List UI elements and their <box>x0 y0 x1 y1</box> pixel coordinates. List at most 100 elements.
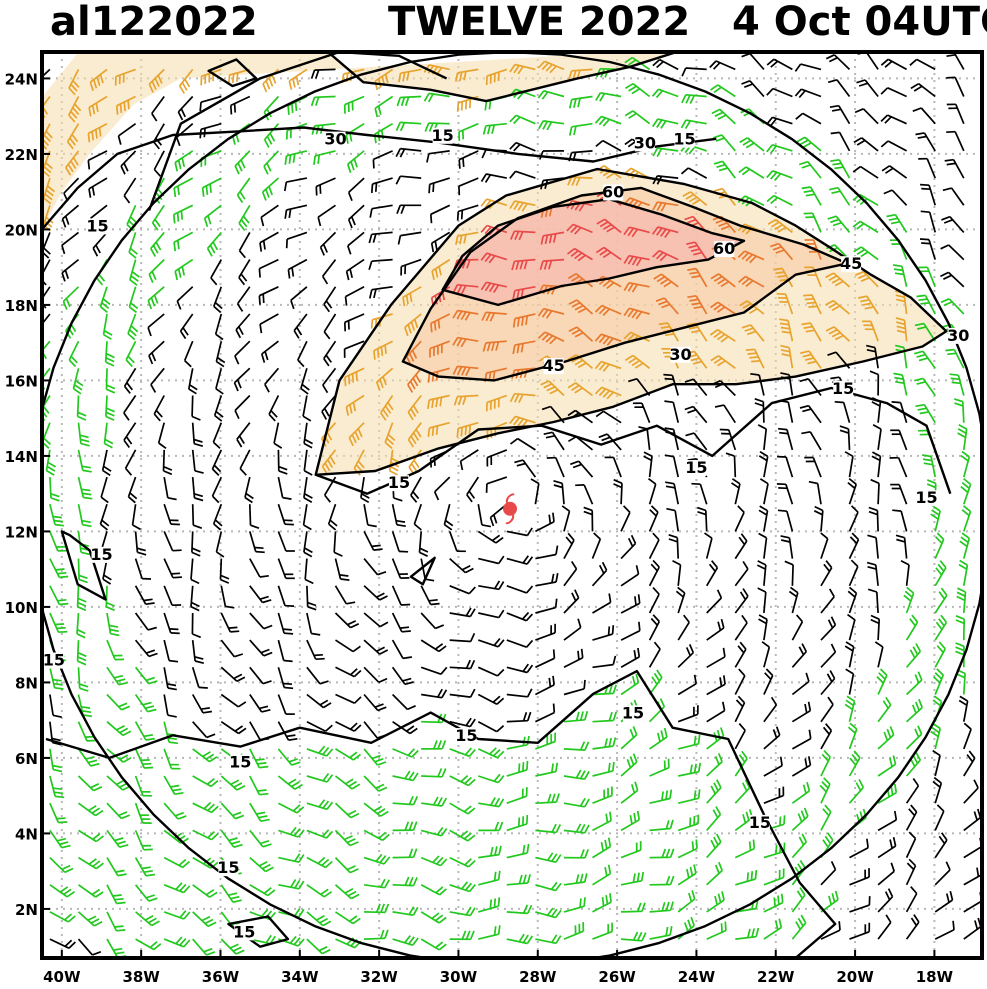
wind-barb <box>211 449 223 476</box>
wind-barb <box>773 267 794 288</box>
shade-60kt <box>442 199 744 305</box>
wind-barb <box>235 313 251 339</box>
wind-barb <box>353 449 365 476</box>
wind-barb <box>106 857 127 877</box>
wind-barb <box>486 449 508 467</box>
wind-barb <box>215 341 226 368</box>
wind-barb <box>49 558 69 579</box>
wind-barb <box>334 829 359 847</box>
wind-barb <box>681 93 707 104</box>
wind-barb <box>396 95 422 107</box>
wind-barb <box>478 925 501 940</box>
wind-barb <box>535 512 555 533</box>
wind-barb <box>963 750 976 777</box>
wind-barb <box>77 748 100 767</box>
wind-barb <box>620 841 642 859</box>
wind-barb <box>323 313 337 340</box>
wind-barb <box>714 404 737 424</box>
wind-barb <box>912 107 936 125</box>
x-tick-label: 38W <box>122 968 160 986</box>
wind-barb <box>678 789 701 805</box>
wind-barb <box>934 532 945 559</box>
wind-barb <box>117 123 137 145</box>
wind-barb <box>346 150 365 173</box>
wind-barb <box>648 587 660 614</box>
wind-barb <box>163 694 177 718</box>
wind-barb <box>148 340 165 365</box>
wind-barb <box>458 150 479 169</box>
wind-barb <box>404 313 422 337</box>
wind-barb <box>922 454 937 478</box>
wind-barb <box>677 864 697 886</box>
wind-barb <box>820 532 829 559</box>
wind-barb <box>592 922 613 940</box>
wind-barb <box>134 612 157 631</box>
wind-barb <box>776 292 794 315</box>
wind-barb <box>482 340 507 352</box>
wind-barb <box>379 395 394 421</box>
contour-label: 30 <box>634 133 656 152</box>
wind-barb <box>323 340 337 367</box>
wind-barb <box>77 721 96 742</box>
wind-barb <box>313 150 336 165</box>
wind-barb <box>916 294 936 315</box>
contour-label: 15 <box>673 130 695 149</box>
wind-barb <box>173 177 194 198</box>
wind-barb <box>335 693 362 704</box>
wind-barb <box>955 615 966 641</box>
contour-label-bg <box>91 546 112 563</box>
wind-barb <box>105 585 116 612</box>
wind-barb <box>106 666 128 686</box>
wind-barb <box>684 378 708 397</box>
wind-barb <box>934 832 948 859</box>
y-axis-ticks: 2N 4N 6N 8N 10N 12N 14N 16N 18N 20N 22N 24N <box>5 70 50 919</box>
wind-barb <box>306 720 333 733</box>
wind-barb <box>848 559 859 587</box>
wind-barb <box>563 897 586 913</box>
wind-speed-shading <box>42 52 947 475</box>
wind-barb <box>177 95 194 121</box>
wind-barb <box>963 779 979 804</box>
contour-label-bg <box>622 705 643 722</box>
wind-barb <box>304 558 314 585</box>
wind-barb <box>288 68 308 90</box>
wind-barb <box>259 231 279 252</box>
wind-barb <box>162 449 173 476</box>
wind-barb <box>509 200 536 212</box>
contour-label-bg <box>686 460 707 477</box>
contour-label-bg <box>43 652 64 669</box>
wind-barb <box>127 313 139 341</box>
wind-barb <box>871 451 882 478</box>
wind-barb <box>363 531 383 551</box>
y-tick-label: 16N <box>5 372 38 390</box>
wind-barb <box>677 890 696 913</box>
wind-barb <box>946 103 965 125</box>
wind-barb <box>830 158 851 179</box>
wind-barb <box>791 701 812 723</box>
wind-barb <box>420 855 448 867</box>
wind-barb <box>957 424 968 451</box>
wind-barb <box>78 856 105 870</box>
wind-barb <box>739 137 765 152</box>
wind-barb <box>134 585 155 606</box>
contour-label-bg <box>634 135 655 152</box>
wind-barb <box>758 450 769 478</box>
wind-barb <box>134 830 153 851</box>
wind-barb <box>710 84 736 98</box>
wind-barb <box>452 365 479 376</box>
wind-barb <box>766 87 793 98</box>
wind-barb <box>65 150 80 176</box>
wind-barb <box>306 666 329 685</box>
wind-barb <box>258 286 279 305</box>
wind-barb <box>249 612 273 630</box>
wind-barb <box>877 837 897 859</box>
wind-barb <box>799 377 822 397</box>
wind-barb <box>649 901 674 913</box>
wind-barb <box>734 614 748 641</box>
wind-barb <box>148 68 165 93</box>
wind-barb <box>163 936 191 948</box>
wind-barb <box>368 231 393 244</box>
contour-label: 60 <box>602 182 624 201</box>
wind-barb <box>941 215 965 233</box>
wind-barb <box>535 907 562 919</box>
